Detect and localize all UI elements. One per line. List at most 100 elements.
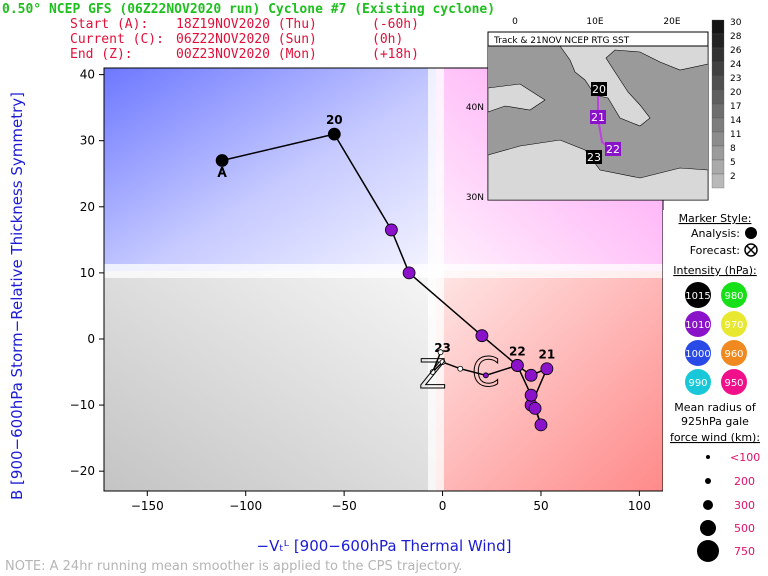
intensity-swatch xyxy=(685,340,711,366)
radius-dot-100 xyxy=(706,455,710,459)
x-tick-label: −150 xyxy=(131,499,164,513)
colorbar-label: 8 xyxy=(730,144,736,154)
current-offset: (0h) xyxy=(372,32,403,47)
colorbar-segment xyxy=(711,173,725,189)
forecast-marker-cross xyxy=(746,245,756,255)
track-point xyxy=(402,266,416,280)
colorbar-segment xyxy=(711,33,725,49)
africa-landmass xyxy=(487,139,709,201)
lat-label-30n: 30N xyxy=(466,193,484,203)
start-label: Start (A): xyxy=(70,17,148,32)
radius-title-line-3: force wind (km): xyxy=(670,431,760,444)
y-tick-label: −20 xyxy=(70,464,95,478)
day-box-20 xyxy=(591,82,607,96)
track-point xyxy=(510,359,524,372)
track-point xyxy=(384,223,398,237)
day-marker-label: 20 xyxy=(326,113,343,127)
radius-title-line-1: Mean radius of xyxy=(674,401,757,414)
colorbar-label: 23 xyxy=(730,74,741,84)
track-point xyxy=(524,388,538,402)
intensity-swatch-label: 960 xyxy=(724,349,743,360)
day-box-23 xyxy=(586,150,602,164)
zero-b-band xyxy=(104,264,663,278)
y-axis-label: B [900−600hPa Storm−Relative Thickness S… xyxy=(8,92,26,500)
intensity-swatch-label: 1010 xyxy=(685,320,710,331)
intensity-title: Intensity (hPa): xyxy=(673,264,757,277)
marker-a-text: A xyxy=(218,166,227,180)
colorbar-label: 5 xyxy=(730,158,736,168)
end-marker-z: Z xyxy=(419,352,447,399)
day-box-21 xyxy=(590,110,606,124)
colorbar-label: 11 xyxy=(730,130,741,140)
y-tick-label: −10 xyxy=(70,398,95,412)
day-label-22: 22 xyxy=(606,143,620,156)
colorbar-segment xyxy=(711,61,725,77)
legend-background xyxy=(663,210,767,576)
colorbar-label: 14 xyxy=(730,116,742,126)
marker-style-title: Marker Style: xyxy=(679,212,752,225)
track-point xyxy=(475,329,489,343)
day-label-20: 20 xyxy=(592,83,606,96)
colorbar-segment xyxy=(711,159,725,175)
radius-dot-750 xyxy=(697,540,719,562)
inset-map: Track & 21NOV NCEP RTG SST 0 10E 20E 40N… xyxy=(466,17,709,203)
analysis-marker xyxy=(745,227,757,239)
end-label: End (Z): xyxy=(70,47,133,62)
analysis-label: Analysis: xyxy=(691,227,740,240)
y-tick-label: 20 xyxy=(80,200,95,214)
sst-colorbar: 30 28 26 24 23 20 17 14 11 8 5 2 xyxy=(711,18,742,189)
intensity-swatch-label: 970 xyxy=(724,320,743,331)
colorbar-label: 30 xyxy=(730,18,742,28)
colorbar-label: 17 xyxy=(730,102,741,112)
track-point xyxy=(457,365,464,372)
track-point xyxy=(540,362,554,376)
colorbar-label: 20 xyxy=(730,88,742,98)
intensity-swatch-label: 1000 xyxy=(685,349,710,360)
colorbar-segment xyxy=(711,117,725,133)
y-tick-label: 10 xyxy=(80,266,95,280)
marker-z-text: Z xyxy=(419,352,446,398)
intensity-swatch-label: 980 xyxy=(724,291,743,302)
track-point xyxy=(524,368,538,382)
intensity-swatch-label: 1015 xyxy=(685,291,710,302)
intensity-swatch-label: 990 xyxy=(688,378,707,389)
track-point xyxy=(439,359,446,366)
radius-title-line-2: 925hPa gale xyxy=(681,415,749,428)
end-time: 00Z23NOV2020 (Mon) xyxy=(176,47,317,62)
colorbar-segment xyxy=(711,75,725,91)
track-point xyxy=(327,127,341,141)
iberia-landmass xyxy=(487,83,546,113)
end-offset: (+18h) xyxy=(372,47,419,62)
track-point xyxy=(215,154,229,167)
track-point xyxy=(437,349,444,356)
current-time: 06Z22NOV2020 (Sun) xyxy=(176,32,317,47)
intensity-swatch xyxy=(721,340,747,366)
y-tick-label: 0 xyxy=(87,332,95,346)
day-label-21: 21 xyxy=(591,111,605,124)
intensity-swatches: 1015 980 1010 970 1000 960 990 950 xyxy=(685,282,747,395)
radius-dot-500 xyxy=(700,520,716,536)
intensity-swatch xyxy=(721,282,747,308)
intensity-swatch xyxy=(685,282,711,308)
colorbar-segment xyxy=(711,145,725,161)
day-box-22 xyxy=(605,142,621,156)
start-offset: (-60h) xyxy=(372,17,419,32)
colorbar-segment xyxy=(711,19,725,35)
colorbar-label: 28 xyxy=(730,32,742,42)
track-point xyxy=(528,401,542,415)
track-point xyxy=(429,369,436,375)
lon-label-0: 0 xyxy=(512,17,518,27)
colorbar-label: 26 xyxy=(730,46,742,56)
legend-panel: Marker Style: Analysis: Forecast: Intens… xyxy=(663,210,767,576)
track-point xyxy=(482,372,489,379)
intensity-swatch xyxy=(721,369,747,395)
marker-c-text: C xyxy=(472,350,500,396)
colorbar-segment xyxy=(711,103,725,119)
x-axis-label: −Vₜᴸ [900−600hPa Thermal Wind] xyxy=(257,537,512,555)
radius-label-300: 300 xyxy=(734,499,755,512)
x-tick-label: −100 xyxy=(229,499,262,513)
current-label: Current (C): xyxy=(70,32,164,47)
